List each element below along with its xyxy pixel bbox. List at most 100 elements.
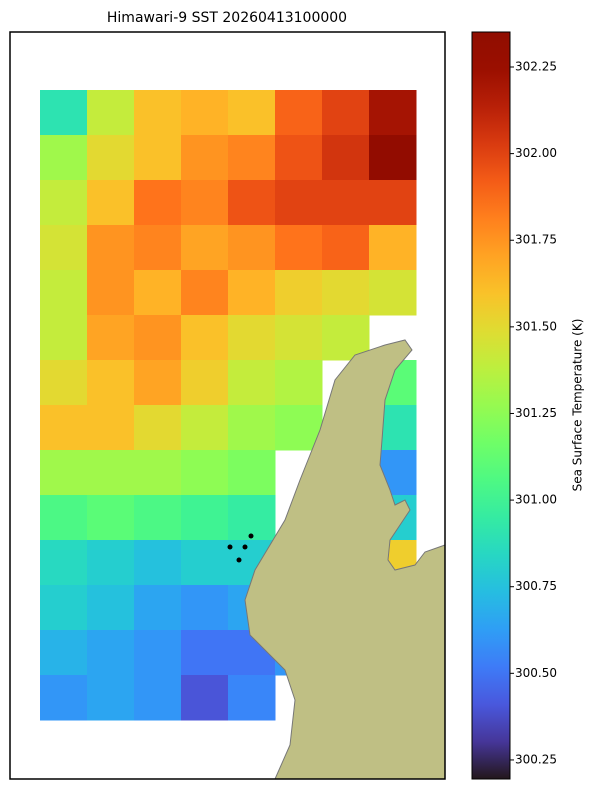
heatmap	[40, 90, 417, 721]
cell	[40, 180, 88, 226]
cell	[87, 135, 135, 181]
cell	[87, 360, 135, 406]
cell	[322, 180, 370, 226]
colorbar-tick-label: 301.25	[515, 406, 557, 420]
map-frame	[9, 31, 446, 780]
stations	[227, 533, 254, 563]
cell	[369, 225, 417, 271]
cell	[87, 90, 135, 136]
cell	[275, 135, 323, 181]
cell	[275, 180, 323, 226]
station	[236, 557, 242, 563]
cell	[87, 405, 135, 451]
cell	[228, 225, 276, 271]
cell	[134, 225, 182, 271]
colorbar-tick-label: 301.50	[515, 319, 557, 333]
cell	[87, 585, 135, 631]
land	[244, 339, 446, 780]
cell	[228, 405, 276, 451]
cell	[87, 630, 135, 676]
colorbar-tick-label: 301.00	[515, 493, 557, 507]
cell	[134, 585, 182, 631]
cell	[369, 270, 417, 316]
cell	[181, 90, 229, 136]
cell	[322, 90, 370, 136]
colorbar	[471, 31, 511, 780]
colorbar-label: Sea Surface Temperature (K)	[571, 319, 585, 492]
cell	[181, 270, 229, 316]
cell	[87, 225, 135, 271]
cell	[181, 540, 229, 586]
cell	[181, 585, 229, 631]
cell	[134, 135, 182, 181]
cell	[134, 450, 182, 496]
cell	[322, 135, 370, 181]
cell	[134, 180, 182, 226]
cell	[181, 225, 229, 271]
cell	[40, 540, 88, 586]
cell	[369, 180, 417, 226]
cell	[134, 495, 182, 541]
colorbar-tick-label: 302.25	[515, 59, 557, 73]
cell	[181, 180, 229, 226]
cell	[369, 90, 417, 136]
station	[227, 544, 233, 550]
cell	[275, 225, 323, 271]
chart-title: Himawari-9 SST 20260413100000	[107, 10, 347, 26]
cell	[275, 360, 323, 406]
cell	[181, 495, 229, 541]
cell	[134, 90, 182, 136]
cell	[40, 360, 88, 406]
cell	[228, 135, 276, 181]
cell	[134, 405, 182, 451]
cell	[228, 495, 276, 541]
cell	[275, 315, 323, 361]
station	[248, 533, 254, 539]
cell	[275, 270, 323, 316]
colorbar-tick-label: 302.00	[515, 146, 557, 160]
cell	[134, 630, 182, 676]
cell	[87, 675, 135, 721]
cell	[134, 315, 182, 361]
cell	[181, 315, 229, 361]
cell	[40, 135, 88, 181]
cell	[134, 360, 182, 406]
cell	[40, 630, 88, 676]
cell	[134, 540, 182, 586]
cell	[181, 450, 229, 496]
cell	[87, 450, 135, 496]
cell	[87, 495, 135, 541]
station	[242, 544, 248, 550]
cell	[181, 405, 229, 451]
cell	[181, 135, 229, 181]
cell	[369, 135, 417, 181]
cell	[228, 315, 276, 361]
cell	[40, 90, 88, 136]
cell	[134, 675, 182, 721]
cell	[181, 675, 229, 721]
cell	[228, 270, 276, 316]
cell	[40, 270, 88, 316]
cell	[181, 360, 229, 406]
cell	[275, 90, 323, 136]
cell	[40, 450, 88, 496]
cell	[40, 315, 88, 361]
cell	[228, 675, 276, 721]
cell	[40, 585, 88, 631]
cell	[87, 315, 135, 361]
cell	[181, 630, 229, 676]
cell	[40, 405, 88, 451]
colorbar-tick-label: 300.25	[515, 752, 557, 766]
colorbar-tick-label: 300.50	[515, 666, 557, 680]
cell	[322, 270, 370, 316]
cell	[40, 675, 88, 721]
cell	[40, 225, 88, 271]
cell	[322, 225, 370, 271]
cell	[40, 495, 88, 541]
cell	[134, 270, 182, 316]
cell	[87, 540, 135, 586]
cell	[228, 180, 276, 226]
cell	[87, 270, 135, 316]
colorbar-tick-label: 301.75	[515, 233, 557, 247]
